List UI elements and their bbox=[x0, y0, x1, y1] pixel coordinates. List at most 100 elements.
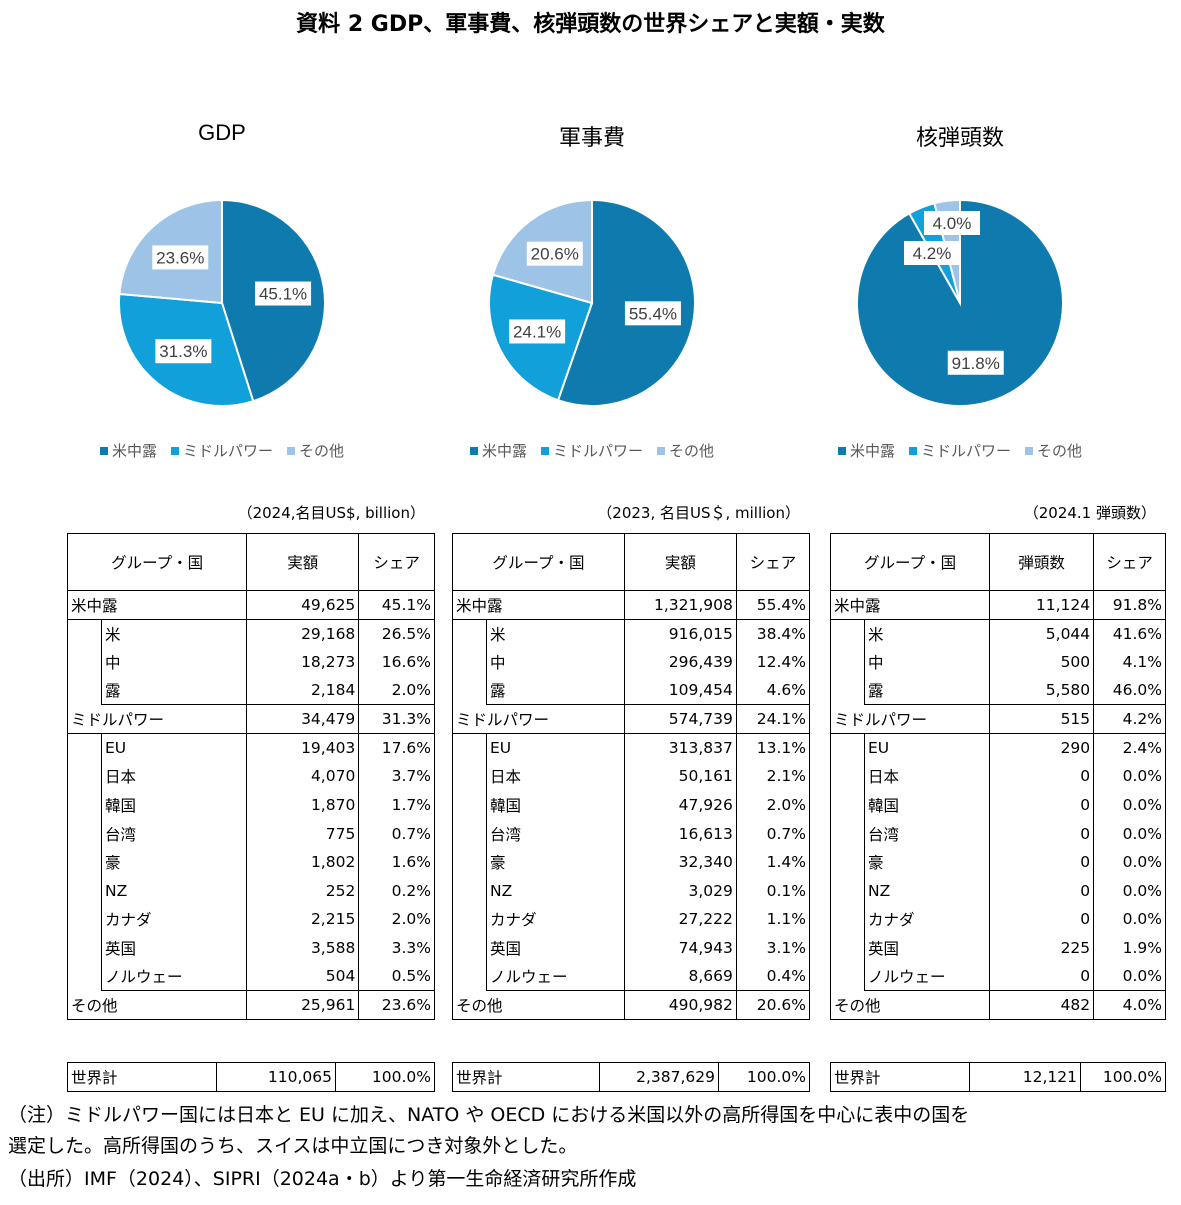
row-label: ノルウェー bbox=[100, 962, 247, 992]
table-unit-note: （2024,名目US$, billion） bbox=[237, 504, 425, 522]
world-total-table: 世界計 12,121 100.0% bbox=[830, 1062, 1166, 1092]
indent-cell bbox=[453, 762, 487, 791]
table-row: ミドルパワー 515 4.2% bbox=[830, 704, 1166, 734]
legend-label: その他 bbox=[1037, 442, 1083, 460]
table-row: 台湾 775 0.7% bbox=[68, 819, 435, 848]
total-label: 世界計 bbox=[452, 1062, 600, 1092]
legend-swatch bbox=[908, 446, 917, 455]
legend-swatch bbox=[837, 446, 846, 455]
share-cell: 1.4% bbox=[735, 847, 810, 877]
table-row: カナダ 27,222 1.1% bbox=[453, 905, 810, 934]
data-label: 55.4% bbox=[629, 304, 677, 323]
row-label: 露 bbox=[486, 676, 625, 706]
note-line-1: （注）ミドルパワー国には日本と EU に加え、NATO や OECD における米… bbox=[8, 1104, 970, 1126]
row-label: 韓国 bbox=[486, 790, 625, 820]
share-cell: 23.6% bbox=[358, 990, 435, 1020]
row-label: 露 bbox=[863, 676, 990, 706]
value-cell: 515 bbox=[989, 704, 1094, 734]
share-cell: 24.1% bbox=[735, 704, 810, 734]
total-row: 世界計 110,065 100.0% bbox=[67, 1062, 435, 1092]
data-label: 20.6% bbox=[531, 245, 579, 264]
row-label: NZ bbox=[100, 876, 247, 906]
table-row: 日本 0 0.0% bbox=[831, 762, 1166, 791]
value-cell: 1,802 bbox=[246, 847, 359, 877]
legend-item: その他 bbox=[657, 440, 714, 461]
share-cell: 16.6% bbox=[358, 647, 435, 677]
value-cell: 0 bbox=[989, 819, 1094, 848]
row-label: 台湾 bbox=[100, 819, 247, 848]
table-row: EU 19,403 17.6% bbox=[68, 733, 435, 763]
value-cell: 3,588 bbox=[246, 933, 359, 963]
legend-label: 米中露 bbox=[481, 442, 527, 460]
indent-cell bbox=[68, 648, 102, 677]
legend-label: ミドルパワー bbox=[182, 442, 273, 460]
table-row: 米中露 11,124 91.8% bbox=[830, 590, 1166, 620]
share-cell: 0.0% bbox=[1093, 962, 1166, 992]
share-cell: 45.1% bbox=[358, 590, 435, 620]
value-cell: 916,015 bbox=[623, 619, 737, 648]
share-cell: 46.0% bbox=[1093, 676, 1166, 706]
value-cell: 19,403 bbox=[246, 733, 359, 763]
value-cell: 3,029 bbox=[623, 876, 737, 906]
indent-cell bbox=[68, 876, 102, 905]
value-cell: 1,870 bbox=[246, 790, 359, 820]
table-header: 実額 bbox=[246, 533, 359, 591]
table-row: 露 5,580 46.0% bbox=[831, 676, 1166, 706]
data-table: グループ・国 実額 シェア 米中露 1,321,908 55.4% 米 916,015 38.4… bbox=[452, 533, 810, 1020]
data-label-box bbox=[624, 301, 681, 326]
value-cell: 313,837 bbox=[623, 733, 737, 763]
row-label: ノルウェー bbox=[486, 962, 625, 992]
indent-cell bbox=[453, 648, 487, 677]
row-label: ミドルパワー bbox=[452, 704, 625, 734]
indent-cell bbox=[68, 676, 102, 705]
share-cell: 31.3% bbox=[358, 704, 435, 734]
row-label: 米中露 bbox=[830, 590, 990, 620]
indent-cell bbox=[453, 791, 487, 820]
table-unit-note: （2024.1 弾頭数） bbox=[1023, 504, 1156, 522]
table-row: EU 313,837 13.1% bbox=[453, 733, 810, 763]
data-label-box bbox=[509, 319, 566, 344]
legend-item: ミドルパワー bbox=[170, 440, 273, 461]
indent-cell bbox=[68, 762, 102, 791]
row-label: 英国 bbox=[486, 933, 625, 963]
value-cell: 0 bbox=[989, 762, 1094, 791]
share-cell: 3.1% bbox=[735, 933, 810, 963]
indent-cell bbox=[831, 676, 865, 705]
share-cell: 3.7% bbox=[358, 762, 435, 791]
row-label: 英国 bbox=[863, 933, 990, 963]
legend-swatch bbox=[170, 446, 179, 455]
pie-svg: 55.4% 24.1% 20.6% bbox=[488, 198, 696, 407]
share-cell: 2.0% bbox=[735, 790, 810, 820]
table-row: 中 500 4.1% bbox=[831, 647, 1166, 677]
value-cell: 109,454 bbox=[623, 676, 737, 706]
indent-cell bbox=[831, 762, 865, 791]
value-cell: 49,625 bbox=[246, 590, 359, 620]
value-cell: 775 bbox=[246, 819, 359, 848]
share-cell: 2.4% bbox=[1093, 733, 1166, 763]
share-cell: 3.3% bbox=[358, 933, 435, 963]
share-cell: 2.0% bbox=[358, 676, 435, 706]
data-label-box bbox=[526, 241, 583, 266]
data-label: 23.6% bbox=[156, 248, 204, 267]
table-unit-note: （2023, 名目US＄, million） bbox=[597, 504, 800, 522]
row-label: 米 bbox=[486, 619, 625, 648]
table-row: NZ 252 0.2% bbox=[68, 876, 435, 906]
legend-item: 米中露 bbox=[469, 440, 527, 461]
legend-label: その他 bbox=[669, 442, 715, 460]
legend-swatch bbox=[540, 446, 549, 455]
row-label: 日本 bbox=[100, 762, 247, 791]
table-row: ノルウェー 0 0.0% bbox=[831, 962, 1166, 992]
indent-cell bbox=[453, 962, 487, 991]
pie-chart-1: GDP 45.1% 31.3% 23.6% 米中露 ミドルパワー その他 bbox=[42, 110, 402, 480]
share-cell: 26.5% bbox=[358, 619, 435, 648]
world-total-table: 世界計 110,065 100.0% bbox=[67, 1062, 435, 1092]
row-label: 台湾 bbox=[863, 819, 990, 848]
total-label: 世界計 bbox=[67, 1062, 217, 1092]
row-label: 韓国 bbox=[863, 790, 990, 820]
data-label-box bbox=[947, 350, 1004, 375]
share-cell: 0.0% bbox=[1093, 905, 1166, 934]
share-cell: 4.2% bbox=[1093, 704, 1166, 734]
total-row: 世界計 12,121 100.0% bbox=[830, 1062, 1166, 1092]
row-label: EU bbox=[863, 733, 990, 763]
table-row: 豪 32,340 1.4% bbox=[453, 847, 810, 877]
